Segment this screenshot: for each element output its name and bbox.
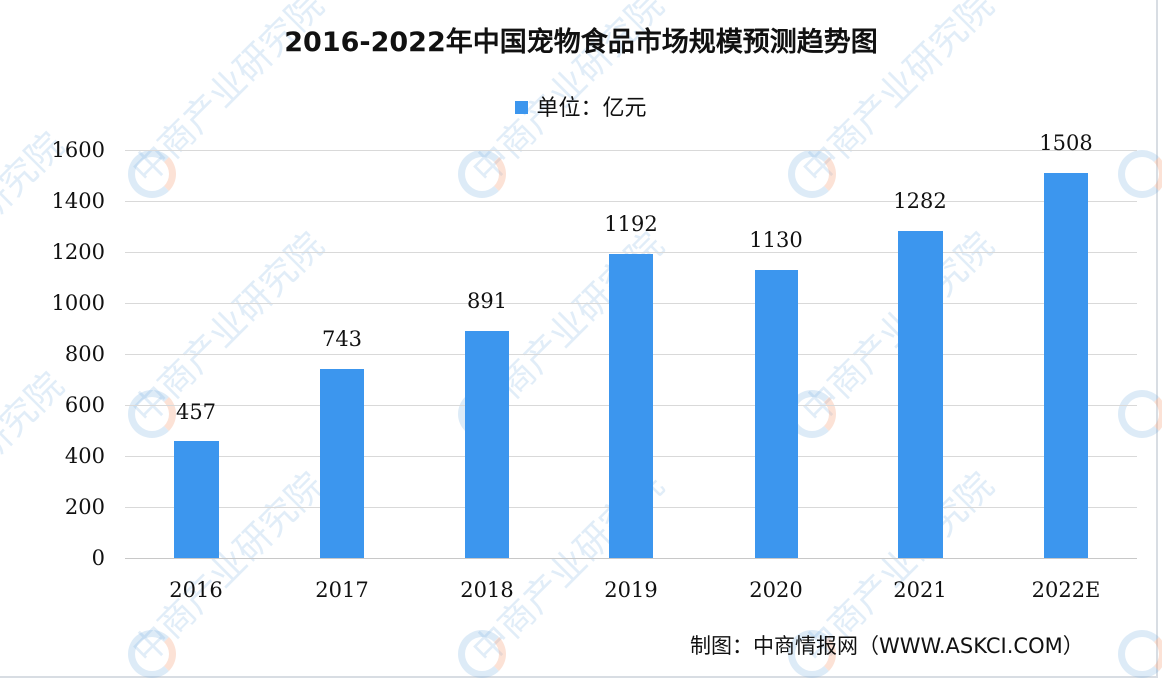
x-tick-label: 2018 bbox=[460, 578, 514, 602]
x-tick-label: 2019 bbox=[604, 578, 658, 602]
gridline bbox=[125, 201, 1137, 202]
data-label: 1130 bbox=[749, 228, 803, 252]
legend-swatch-icon bbox=[515, 101, 529, 114]
y-tick-label: 200 bbox=[64, 495, 105, 519]
x-tick-label: 2021 bbox=[893, 578, 947, 602]
data-label: 743 bbox=[321, 327, 363, 351]
data-label: 891 bbox=[466, 289, 508, 313]
bar-2021 bbox=[898, 231, 943, 558]
y-tick-label: 1600 bbox=[51, 138, 105, 162]
x-axis-line bbox=[125, 558, 1137, 559]
x-tick-label: 2017 bbox=[315, 578, 369, 602]
y-tick-label: 1000 bbox=[51, 291, 105, 315]
x-tick-label: 2020 bbox=[749, 578, 803, 602]
y-tick-label: 600 bbox=[64, 393, 105, 417]
bar-2018 bbox=[465, 331, 509, 558]
bar-2019 bbox=[609, 254, 653, 558]
bar-2016 bbox=[174, 441, 219, 558]
legend-label: 单位：亿元 bbox=[536, 96, 647, 121]
chart-legend: 单位：亿元 bbox=[0, 90, 1162, 122]
data-label: 1282 bbox=[893, 189, 947, 213]
data-label: 1192 bbox=[604, 212, 658, 236]
data-label: 457 bbox=[175, 400, 217, 424]
data-label: 1508 bbox=[1039, 131, 1093, 155]
gridline bbox=[125, 150, 1137, 151]
gridline bbox=[125, 252, 1137, 253]
bar-2022e bbox=[1044, 173, 1088, 558]
y-tick-label: 1200 bbox=[51, 240, 105, 264]
bar-2017 bbox=[320, 369, 364, 558]
y-tick-label: 1400 bbox=[51, 189, 105, 213]
y-tick-label: 0 bbox=[91, 546, 105, 570]
source-credit: 制图：中商情报网（WWW.ASKCI.COM） bbox=[690, 634, 1084, 658]
y-tick-label: 800 bbox=[64, 342, 105, 366]
chart-title: 2016-2022年中国宠物食品市场规模预测趋势图 bbox=[284, 27, 878, 58]
bar-2020 bbox=[755, 270, 798, 558]
y-tick-label: 400 bbox=[64, 444, 105, 468]
plot-area: 0 200 400 600 800 1000 1200 1400 1600 45… bbox=[52, 131, 1137, 570]
x-tick-label: 2016 bbox=[169, 578, 223, 602]
x-tick-label: 2022E bbox=[1031, 578, 1101, 602]
